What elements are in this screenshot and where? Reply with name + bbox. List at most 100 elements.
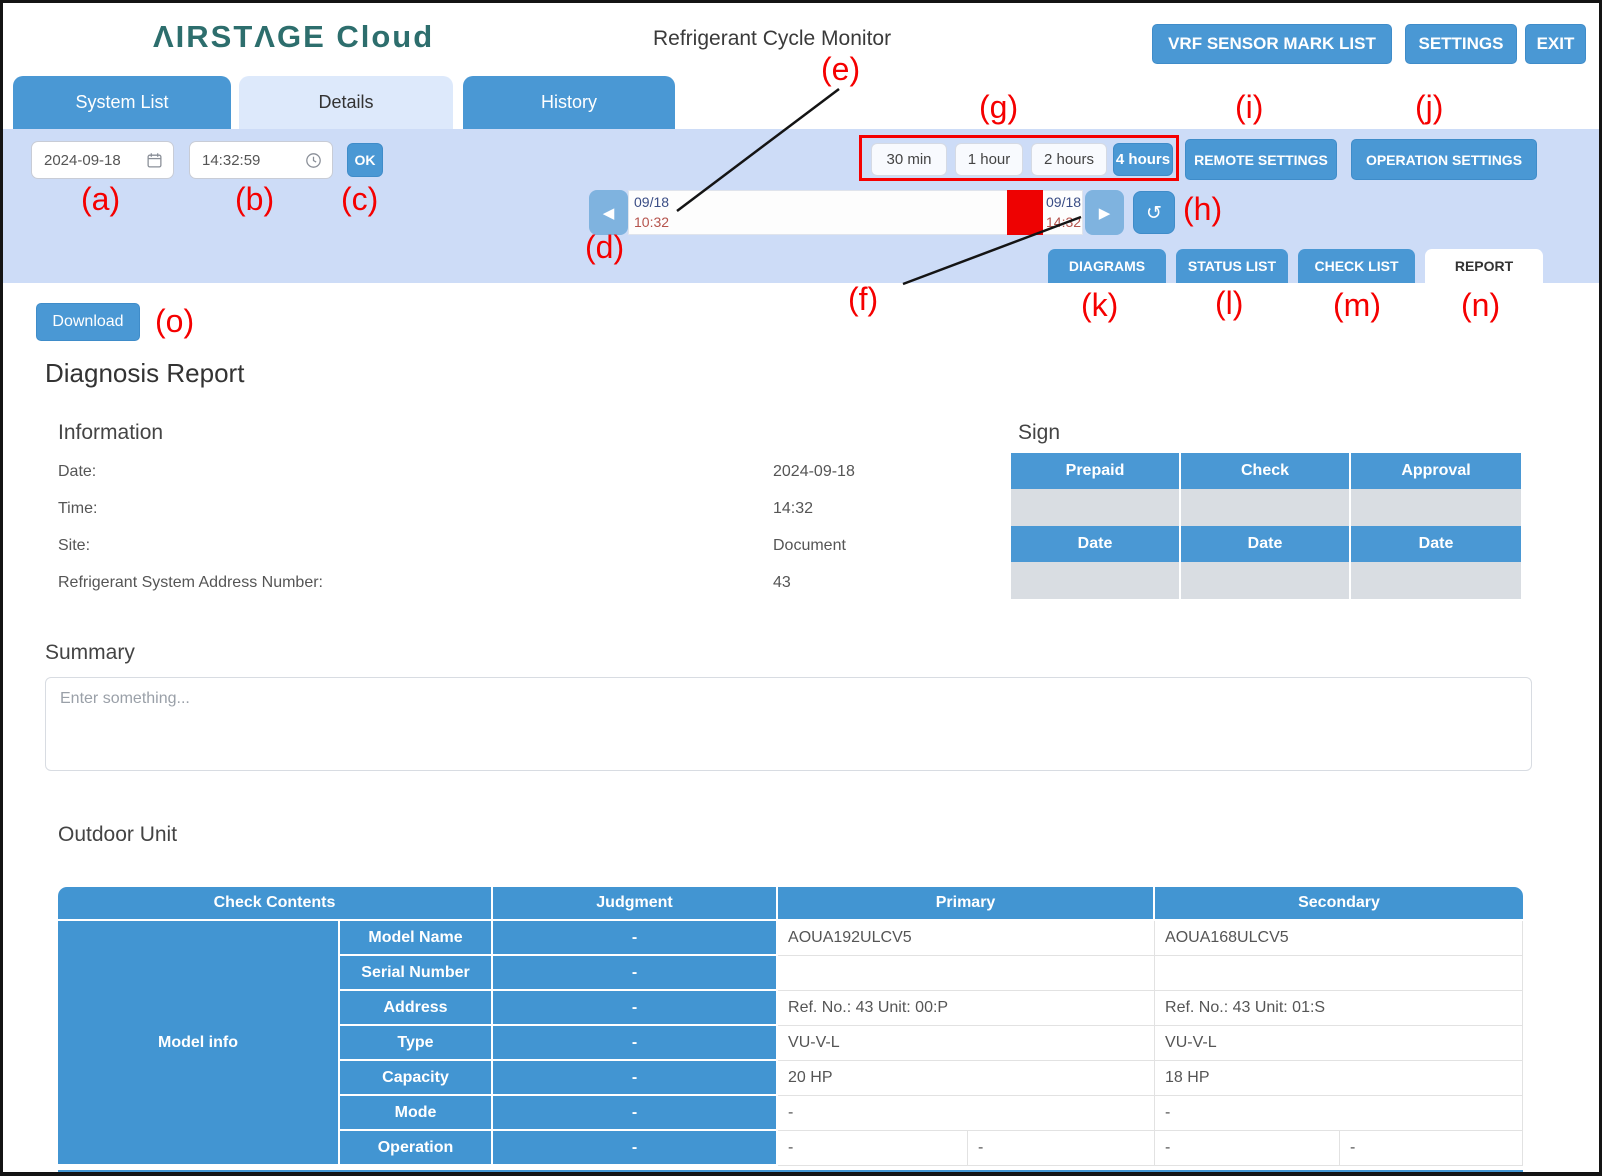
tab-details[interactable]: Details xyxy=(239,76,453,129)
info-value: Document xyxy=(773,537,846,554)
refresh-button[interactable]: ↺ xyxy=(1133,191,1175,234)
annotation-h: (h) xyxy=(1183,191,1223,227)
tab-check-list[interactable]: CHECK LIST xyxy=(1298,249,1415,283)
time-input[interactable]: 14:32:59 xyxy=(189,141,333,179)
tab-report[interactable]: REPORT xyxy=(1425,249,1543,283)
col-header-primary: Primary xyxy=(778,887,1156,921)
timeline-end-date: 09/18 xyxy=(1046,194,1082,210)
prev-icon: ◀ xyxy=(602,203,615,222)
outdoor-unit-header-row: Check Contents Judgment Primary Secondar… xyxy=(58,887,1524,921)
row-label: Serial Number xyxy=(340,956,494,991)
date-input[interactable]: 2024-09-18 xyxy=(31,141,174,179)
vrf-sensor-mark-list-button[interactable]: VRF SENSOR MARK LIST xyxy=(1152,24,1392,64)
secondary-cell: VU-V-L xyxy=(1155,1026,1524,1061)
time-value: 14:32:59 xyxy=(202,151,261,169)
secondary-cell xyxy=(1155,956,1524,991)
operation-settings-button[interactable]: OPERATION SETTINGS xyxy=(1351,139,1537,180)
primary-cell: AOUA192ULCV5 xyxy=(778,921,1156,956)
secondary-cell: - xyxy=(1340,1131,1524,1166)
secondary-cell: - xyxy=(1155,1131,1341,1166)
annotation-b: (b) xyxy=(235,181,275,217)
tab-diagrams[interactable]: DIAGRAMS xyxy=(1048,249,1166,283)
row-label: Operation xyxy=(340,1131,494,1166)
page-title: Refrigerant Cycle Monitor xyxy=(653,27,892,50)
ok-button[interactable]: OK xyxy=(347,143,383,177)
sign-empty-cell xyxy=(1011,489,1181,526)
sign-empty-cell xyxy=(1011,562,1181,599)
table-row-address: Address - Ref. No.: 43 Unit: 00:P Ref. N… xyxy=(58,991,1524,1026)
sign-empty-cell xyxy=(1181,562,1351,599)
judgment-cell: - xyxy=(493,1061,779,1096)
report-title: Diagnosis Report xyxy=(45,358,245,388)
sign-empty-row xyxy=(1011,489,1521,526)
refresh-icon: ↺ xyxy=(1146,201,1162,224)
primary-cell: Ref. No.: 43 Unit: 00:P xyxy=(778,991,1156,1026)
col-header-check-contents: Check Contents xyxy=(58,887,494,921)
primary-cell: - xyxy=(968,1131,1156,1166)
outdoor-unit-heading: Outdoor Unit xyxy=(58,823,178,846)
outdoor-unit-table: Check Contents Judgment Primary Secondar… xyxy=(58,887,1524,1166)
annotation-k: (k) xyxy=(1081,287,1119,323)
info-label: Refrigerant System Address Number: xyxy=(58,574,323,591)
primary-cell: VU-V-L xyxy=(778,1026,1156,1061)
annotation-c: (c) xyxy=(341,181,379,217)
judgment-cell: - xyxy=(493,1026,779,1061)
info-label: Time: xyxy=(58,500,98,517)
judgment-cell: - xyxy=(493,956,779,991)
range-4hours-button[interactable]: 4 hours xyxy=(1113,143,1173,176)
info-value: 14:32 xyxy=(773,500,814,517)
table-row-model-name: Model info Model Name - AOUA192ULCV5 AOU… xyxy=(58,921,1524,1166)
judgment-cell: - xyxy=(493,991,779,1026)
timeline-end-label: 09/18 14:32 xyxy=(1046,192,1081,232)
row-label: Type xyxy=(340,1026,494,1061)
annotation-l: (l) xyxy=(1215,285,1244,321)
annotation-e: (e) xyxy=(821,51,861,87)
primary-cell: - xyxy=(778,1131,969,1166)
tab-history[interactable]: History xyxy=(463,76,675,129)
download-button[interactable]: Download xyxy=(36,303,140,341)
timeline-next-button[interactable]: ▶ xyxy=(1085,190,1124,235)
timeline-start-time: 10:32 xyxy=(634,214,670,230)
timeline-start-date: 09/18 xyxy=(634,194,670,210)
secondary-cell: - xyxy=(1155,1096,1524,1131)
table-row-serial-number: Serial Number - xyxy=(58,956,1524,991)
exit-button[interactable]: EXIT xyxy=(1525,24,1586,64)
range-30min-button[interactable]: 30 min xyxy=(871,143,947,176)
annotation-d: (d) xyxy=(585,229,625,265)
sign-empty-cell xyxy=(1351,489,1521,526)
col-header-secondary: Secondary xyxy=(1155,887,1524,921)
timeline-prev-button[interactable]: ◀ xyxy=(589,190,628,235)
sign-header-cell: Date xyxy=(1181,526,1351,562)
sign-header-cell: Date xyxy=(1351,526,1521,562)
information-heading: Information xyxy=(58,421,164,444)
summary-textarea[interactable] xyxy=(45,677,1532,771)
sign-empty-cell xyxy=(1351,562,1521,599)
timeline-start-label: 09/18 10:32 xyxy=(634,192,669,232)
annotation-j: (j) xyxy=(1415,89,1444,125)
airstage-cloud-logo: ΛIRSTΛGE Cloud xyxy=(153,19,435,54)
remote-settings-button[interactable]: REMOTE SETTINGS xyxy=(1185,139,1337,180)
range-2hours-button[interactable]: 2 hours xyxy=(1031,143,1107,176)
annotation-o: (o) xyxy=(155,303,195,339)
timeline-end-time: 14:32 xyxy=(1046,214,1082,230)
sign-empty-row xyxy=(1011,562,1521,599)
sign-header-cell: Approval xyxy=(1351,453,1521,489)
date-value: 2024-09-18 xyxy=(44,151,121,169)
row-label: Address xyxy=(340,991,494,1026)
timeline-marker[interactable] xyxy=(1007,190,1043,235)
settings-button[interactable]: SETTINGS xyxy=(1405,24,1517,64)
sign-date-header-row: Date Date Date xyxy=(1011,526,1521,562)
info-label: Site: xyxy=(58,537,91,554)
annotation-i: (i) xyxy=(1235,89,1264,125)
judgment-cell: - xyxy=(493,1096,779,1131)
clock-icon xyxy=(306,152,321,168)
primary-cell xyxy=(778,956,1156,991)
tab-system-list[interactable]: System List xyxy=(13,76,231,129)
row-label: Mode xyxy=(340,1096,494,1131)
info-value: 43 xyxy=(773,574,791,591)
range-1hour-button[interactable]: 1 hour xyxy=(955,143,1023,176)
sign-empty-cell xyxy=(1181,489,1351,526)
secondary-cell: 18 HP xyxy=(1155,1061,1524,1096)
tab-status-list[interactable]: STATUS LIST xyxy=(1176,249,1288,283)
sign-header-row: Prepaid Check Approval xyxy=(1011,453,1521,489)
